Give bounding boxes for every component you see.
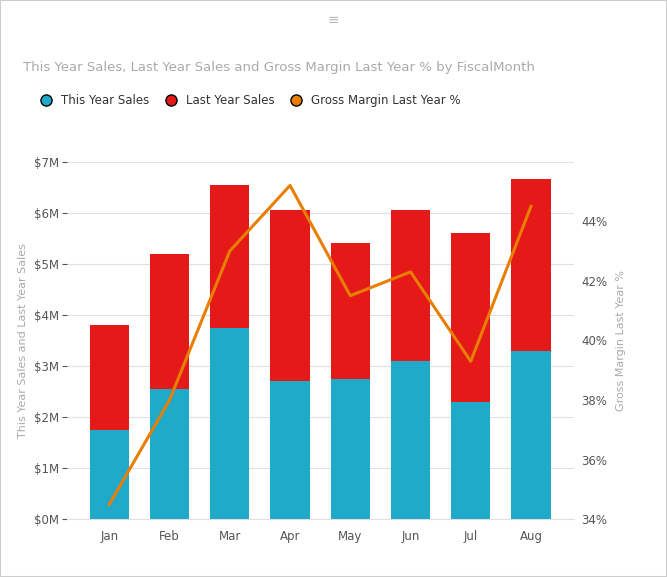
Bar bbox=[270, 210, 309, 381]
Bar bbox=[451, 402, 490, 519]
Y-axis label: This Year Sales and Last Year Sales: This Year Sales and Last Year Sales bbox=[19, 243, 29, 438]
Bar bbox=[210, 185, 249, 328]
Y-axis label: Gross Margin Last Year %: Gross Margin Last Year % bbox=[616, 270, 626, 411]
Text: ≡: ≡ bbox=[327, 13, 340, 27]
Bar bbox=[150, 389, 189, 519]
Text: This Year Sales, Last Year Sales and Gross Margin Last Year % by FiscalMonth: This Year Sales, Last Year Sales and Gro… bbox=[23, 61, 535, 74]
Bar bbox=[391, 210, 430, 361]
Bar bbox=[270, 381, 309, 519]
Bar bbox=[90, 430, 129, 519]
Bar bbox=[512, 351, 550, 519]
Legend: This Year Sales, Last Year Sales, Gross Margin Last Year %: This Year Sales, Last Year Sales, Gross … bbox=[29, 89, 466, 112]
Bar bbox=[391, 361, 430, 519]
Bar bbox=[451, 233, 490, 402]
Bar bbox=[150, 253, 189, 389]
Bar bbox=[90, 325, 129, 430]
Bar bbox=[210, 328, 249, 519]
Bar bbox=[512, 179, 550, 351]
Bar bbox=[331, 379, 370, 519]
Bar bbox=[331, 243, 370, 379]
